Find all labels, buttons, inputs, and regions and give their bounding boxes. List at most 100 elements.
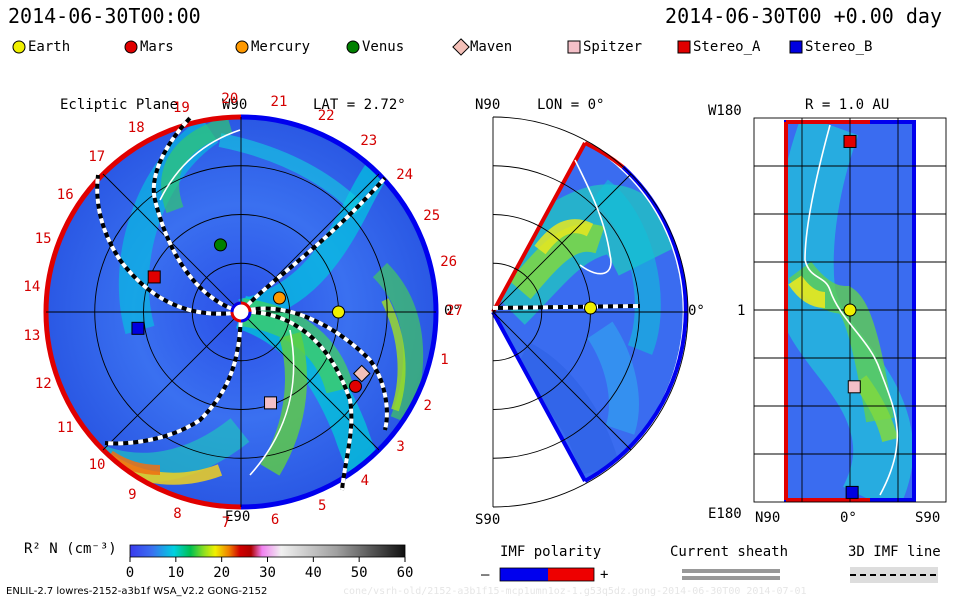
stereo-b-marker — [131, 321, 145, 335]
colorbar-tick-label: 0 — [126, 565, 134, 581]
spitzer-legend-symbol — [567, 40, 581, 54]
stereo-b-legend-symbol — [789, 40, 803, 54]
spitzer-marker — [847, 380, 861, 394]
colorbar-tick-label: 20 — [213, 565, 230, 581]
mercury-marker — [235, 40, 249, 54]
imf-minus: – — [481, 567, 490, 583]
earth-marker — [584, 301, 597, 315]
legend-item-spitzer: Spitzer — [565, 38, 642, 56]
mars-marker — [124, 40, 138, 54]
legend-label: Maven — [470, 39, 513, 55]
imf-positive-swatch — [548, 568, 594, 581]
legend-label: Earth — [28, 39, 71, 55]
current-sheath-swatch — [682, 569, 780, 580]
earth-marker — [12, 40, 26, 54]
ecliptic-bottom-label: E90 — [225, 509, 251, 525]
sector-label: 2 — [423, 398, 432, 415]
sector-label: 6 — [270, 511, 280, 528]
spacecraft-markers — [131, 134, 861, 499]
meridional-title: LON = 0° — [537, 97, 605, 113]
sector-label: 5 — [318, 497, 327, 514]
venus-marker — [346, 40, 360, 54]
sector-label: 23 — [360, 132, 378, 149]
maven-legend-symbol — [452, 38, 470, 56]
imf-polarity-title: IMF polarity — [500, 544, 602, 560]
sector-label: 7 — [221, 514, 231, 531]
ecliptic-title: Ecliptic Plane — [60, 97, 179, 113]
venus-marker — [213, 238, 227, 252]
colorbar-tick-label: 50 — [351, 565, 368, 581]
meridional-grid — [492, 116, 689, 508]
legend-item-earth: Earth — [10, 38, 70, 56]
footer-model: ENLIL-2.7 lowres-2152-a3b1f WSA_V2.2 GON… — [6, 586, 268, 597]
sector-label: 9 — [128, 486, 137, 503]
sector-label: 18 — [127, 119, 145, 136]
current-sheath-title: Current sheath — [670, 544, 789, 560]
venus-legend-symbol — [346, 40, 360, 54]
mercury-marker — [272, 291, 286, 305]
mars-marker — [348, 379, 362, 393]
legend-label: Stereo_A — [693, 39, 761, 55]
footer-run: cone/vsrh-old/2152-a3b1f15-mcp1umn1oz-1.… — [343, 586, 807, 597]
sector-label: 8 — [173, 506, 182, 523]
sector-label: 27 — [445, 302, 463, 319]
sector-label: 19 — [172, 99, 190, 116]
sector-label: 1 — [440, 351, 449, 368]
colorbar-tick-label: 10 — [167, 565, 184, 581]
sector-label: 24 — [396, 166, 414, 183]
ecliptic-lat-label: LAT = 2.72° — [313, 97, 406, 113]
mercury-legend-symbol — [235, 40, 249, 54]
colorbar — [129, 544, 406, 558]
legend-item-venus: Venus — [344, 38, 404, 56]
sector-label: 16 — [56, 186, 74, 203]
radial-grid — [753, 117, 947, 503]
stereo-b-marker — [789, 40, 803, 54]
radial-x-label-n90: N90 — [755, 510, 781, 526]
earth-marker — [332, 305, 345, 319]
legend-item-stereo-b: Stereo_B — [787, 38, 872, 56]
meridional-top-label: N90 — [475, 97, 501, 113]
sector-label: 11 — [56, 419, 74, 436]
imf-plus: + — [600, 567, 609, 583]
radial-x-label-0: 0° — [840, 510, 857, 526]
right-timestamp: 2014-06-30T00 +0.00 day — [665, 4, 942, 28]
imf3d-title: 3D IMF line — [848, 544, 941, 560]
legend-item-mercury: Mercury — [233, 38, 310, 56]
stereo-b-marker — [845, 485, 859, 499]
sector-label: 20 — [221, 91, 239, 108]
sector-label: 14 — [23, 278, 41, 295]
mars-legend-symbol — [124, 40, 138, 54]
stereo-a-legend-symbol — [677, 40, 691, 54]
ecliptic-right-label: 0° — [444, 303, 461, 319]
meridional-panel — [491, 116, 689, 508]
maven-marker — [352, 364, 371, 383]
sector-label: 10 — [88, 457, 106, 474]
sector-label: 25 — [423, 207, 441, 224]
radial-x-label-s90: S90 — [915, 510, 941, 526]
legend-label: Spitzer — [583, 39, 643, 55]
left-timestamp: 2014-06-30T00:00 — [8, 4, 201, 28]
legend-label: Stereo_B — [805, 39, 873, 55]
meridional-bottom-label: S90 — [475, 512, 501, 528]
radial-top-label: W180 — [708, 103, 742, 119]
stereo-a-marker — [677, 40, 691, 54]
ecliptic-field-lines — [95, 116, 389, 491]
earth-legend-symbol — [12, 40, 26, 54]
colorbar-label: R² N (cm⁻³) — [24, 541, 117, 557]
stereo-a-marker — [147, 270, 161, 284]
legend-label: Venus — [362, 39, 405, 55]
imf-negative-swatch — [500, 568, 548, 581]
colorbar-ticks: 0 10 20 30 40 50 60 — [126, 557, 413, 581]
legend-label: Mars — [140, 39, 174, 55]
sector-label: 17 — [88, 148, 106, 165]
sector-label: 15 — [34, 230, 52, 247]
radial-left-label: 1 — [737, 303, 746, 319]
imf-line-swatch — [850, 567, 938, 583]
legend-item-stereo-a: Stereo_A — [675, 38, 760, 56]
colorbar-tick-label: 40 — [305, 565, 322, 581]
colorbar-tick-label: 30 — [259, 565, 276, 581]
radial-title: R = 1.0 AU — [805, 97, 890, 113]
sector-label: 4 — [360, 473, 370, 490]
sector-label: 21 — [270, 94, 288, 111]
meridional-right-label: 0° — [688, 303, 705, 319]
